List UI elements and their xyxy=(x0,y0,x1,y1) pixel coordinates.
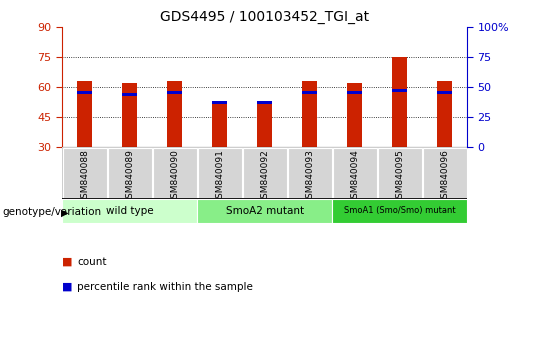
Bar xyxy=(287,148,332,198)
Text: GSM840091: GSM840091 xyxy=(215,149,224,204)
Text: count: count xyxy=(77,257,107,267)
Bar xyxy=(347,91,362,95)
Text: percentile rank within the sample: percentile rank within the sample xyxy=(77,282,253,292)
Text: GSM840088: GSM840088 xyxy=(80,149,89,204)
Bar xyxy=(332,199,467,223)
Bar xyxy=(437,81,453,147)
Bar xyxy=(212,102,227,104)
Bar xyxy=(212,103,227,147)
Bar xyxy=(122,93,138,96)
Text: GSM840096: GSM840096 xyxy=(440,149,449,204)
Text: ■: ■ xyxy=(62,257,72,267)
Bar xyxy=(333,148,377,198)
Text: GSM840094: GSM840094 xyxy=(350,149,359,204)
Text: genotype/variation: genotype/variation xyxy=(3,207,102,217)
Bar xyxy=(197,199,332,223)
Bar xyxy=(242,148,287,198)
Bar xyxy=(392,57,408,147)
Bar xyxy=(377,148,422,198)
Bar xyxy=(167,81,183,147)
Bar xyxy=(107,148,152,198)
Text: SmoA1 (Smo/Smo) mutant: SmoA1 (Smo/Smo) mutant xyxy=(344,206,455,216)
Bar xyxy=(302,91,318,95)
Bar xyxy=(122,83,138,147)
Bar xyxy=(437,91,453,95)
Bar xyxy=(167,91,183,95)
Text: GSM840092: GSM840092 xyxy=(260,149,269,204)
Bar xyxy=(392,89,408,92)
Bar xyxy=(63,148,107,198)
Bar xyxy=(77,91,92,95)
Bar xyxy=(62,199,197,223)
Text: GSM840090: GSM840090 xyxy=(170,149,179,204)
Bar xyxy=(153,148,197,198)
Bar xyxy=(302,81,318,147)
Text: ▶: ▶ xyxy=(61,207,69,217)
Bar xyxy=(256,102,273,104)
Bar xyxy=(256,103,273,147)
Text: ■: ■ xyxy=(62,282,72,292)
Bar xyxy=(347,83,362,147)
Text: wild type: wild type xyxy=(106,206,153,216)
Text: GSM840089: GSM840089 xyxy=(125,149,134,204)
Text: GSM840093: GSM840093 xyxy=(305,149,314,204)
Bar xyxy=(77,81,92,147)
Text: GSM840095: GSM840095 xyxy=(395,149,404,204)
Title: GDS4495 / 100103452_TGI_at: GDS4495 / 100103452_TGI_at xyxy=(160,10,369,24)
Bar xyxy=(198,148,241,198)
Bar xyxy=(422,148,467,198)
Text: SmoA2 mutant: SmoA2 mutant xyxy=(226,206,303,216)
